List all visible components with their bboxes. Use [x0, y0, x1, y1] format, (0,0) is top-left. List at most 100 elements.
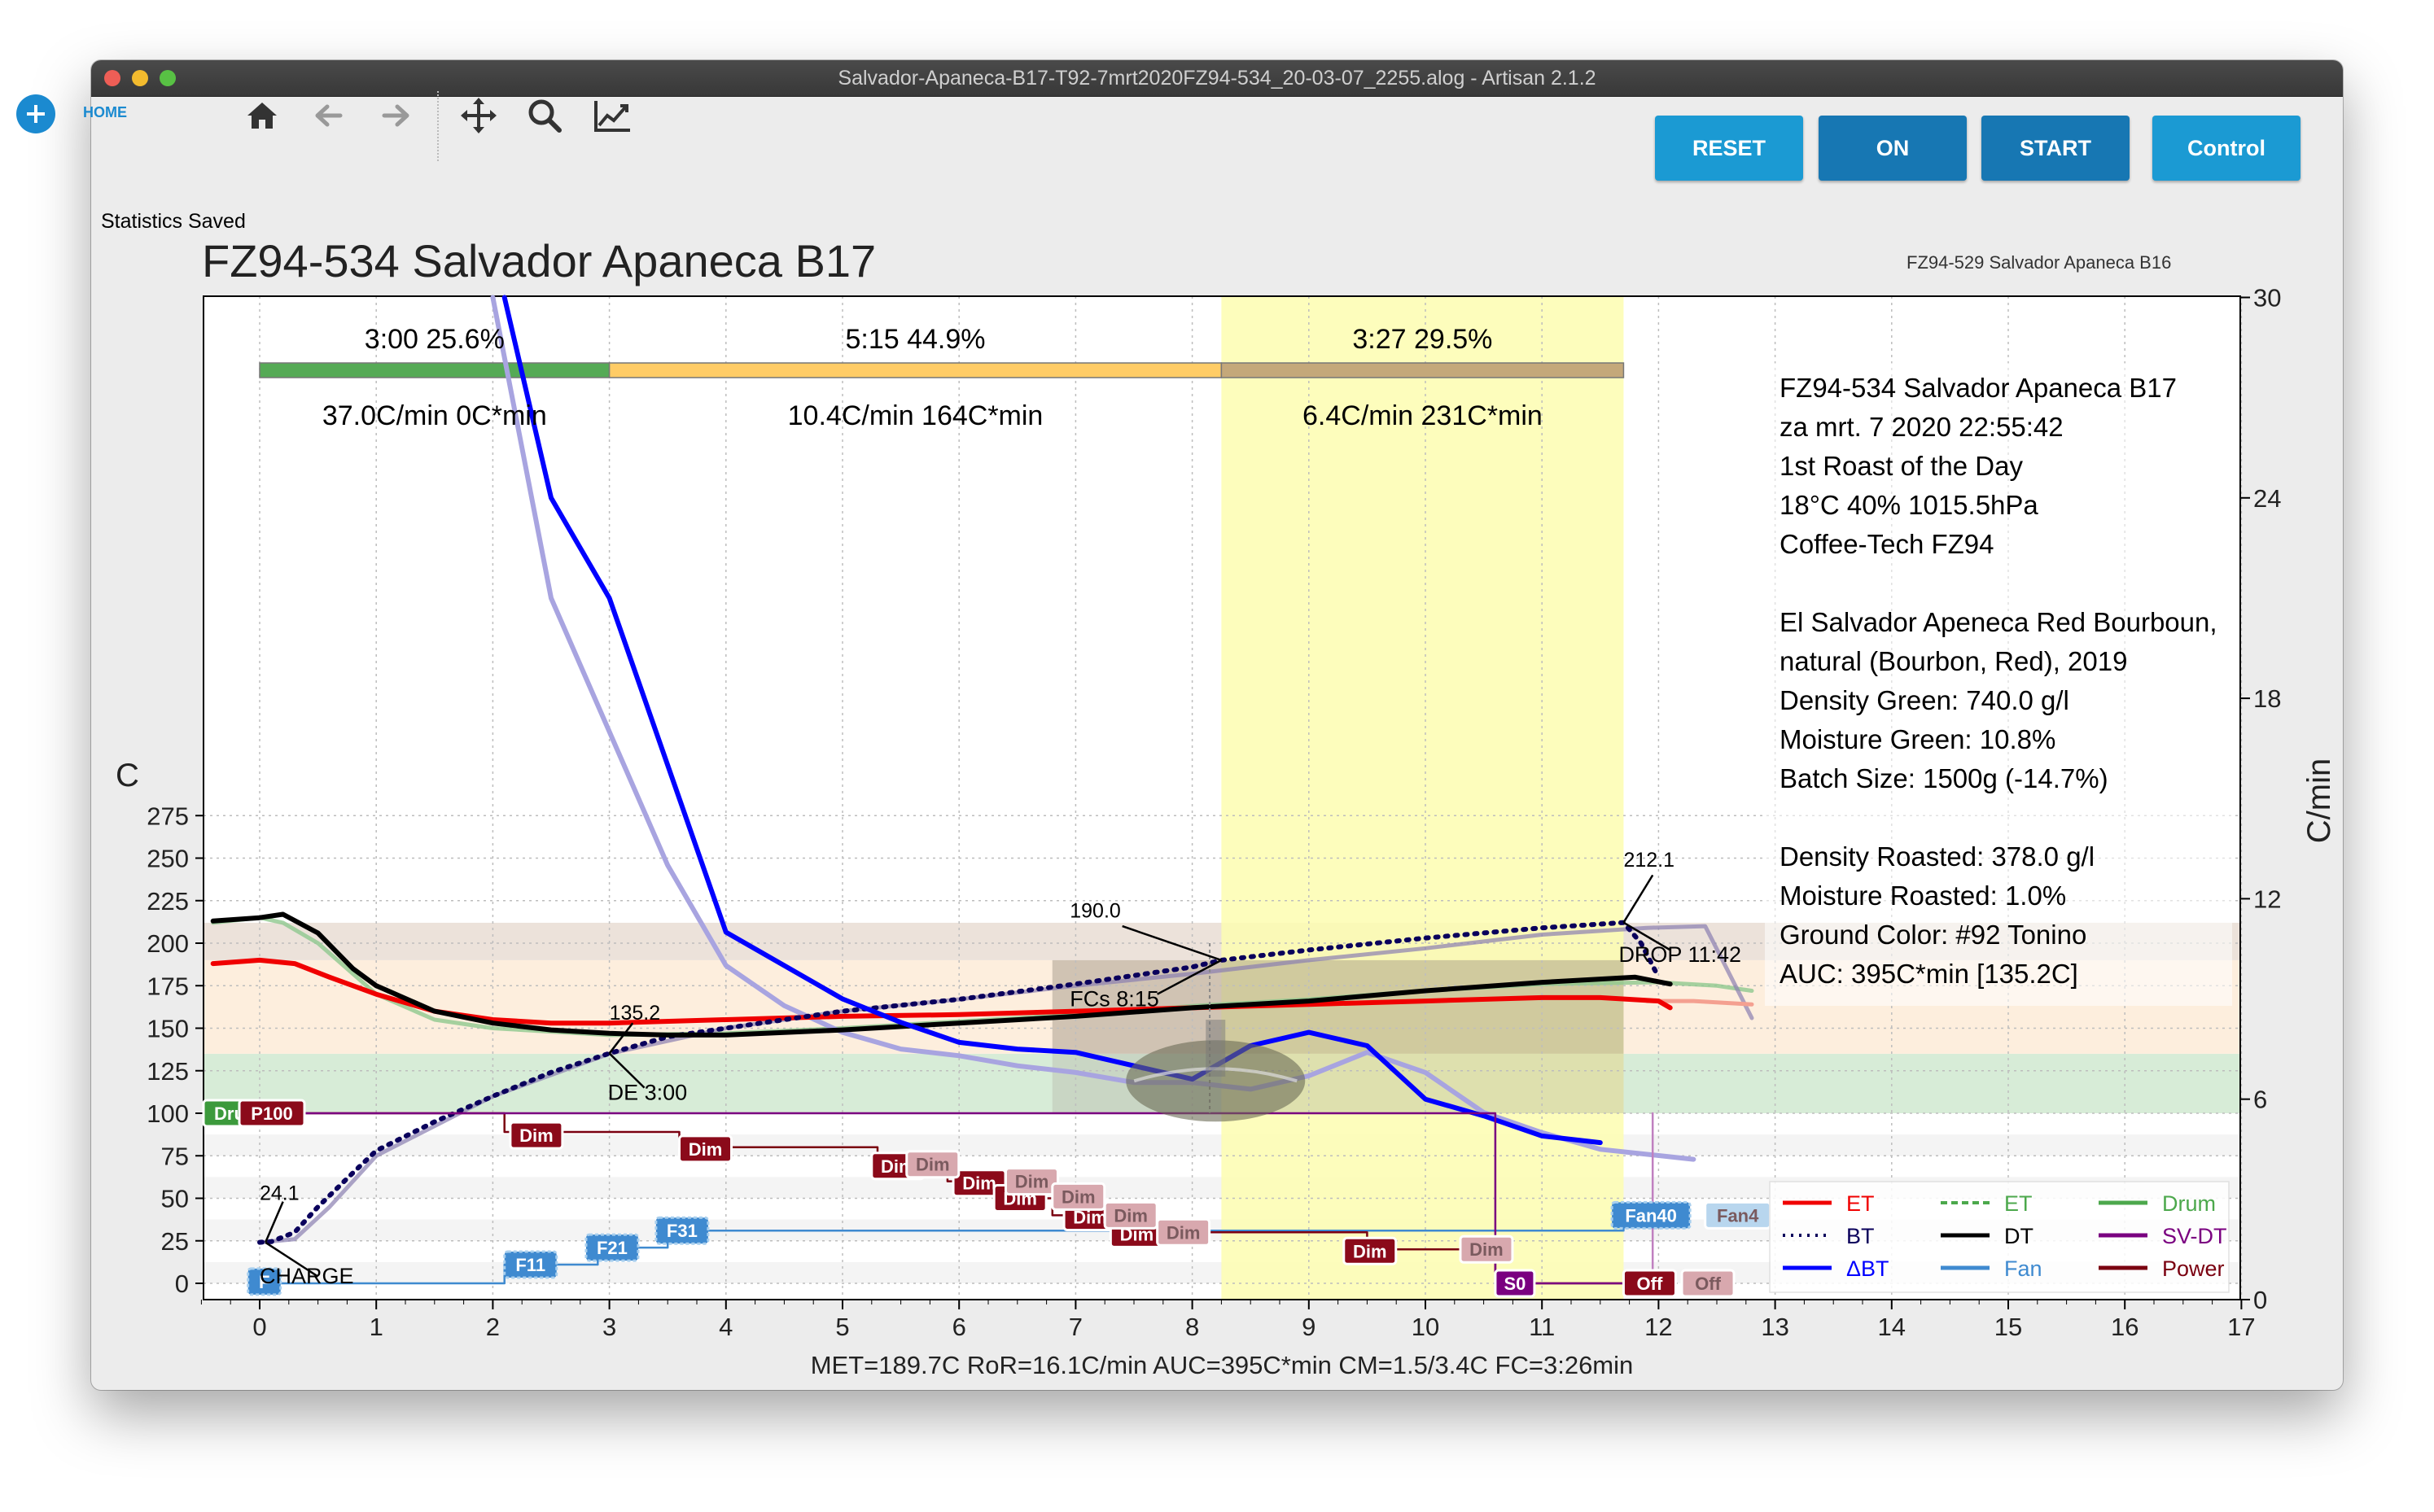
- event-tag-box: [905, 1150, 961, 1179]
- legend-label: BT: [1846, 1224, 1875, 1248]
- y-right-tick-label: 6: [2253, 1086, 2267, 1114]
- background-title: FZ94-529 Salvador Apaneca B16: [1906, 252, 2171, 273]
- event-tag-label: Dim: [519, 1125, 554, 1146]
- x-tick-label: 7: [1069, 1313, 1083, 1341]
- on-button[interactable]: ON: [1819, 116, 1967, 181]
- reset-button[interactable]: RESET: [1655, 116, 1803, 181]
- info-line: za mrt. 7 2020 22:55:42: [1780, 412, 2064, 442]
- info-line: El Salvador Apeneca Red Bourboun,: [1780, 607, 2217, 637]
- pan-icon[interactable]: [457, 94, 500, 137]
- legend-label: SV-DT: [2162, 1224, 2227, 1248]
- drop-leader: [1622, 921, 1671, 951]
- thermometer-watermark-icon: [1206, 1020, 1226, 1077]
- event-tag-bg: Dim: [1004, 1167, 1059, 1196]
- info-line: Ground Color: #92 Tonino: [1780, 920, 2086, 950]
- zoom-icon[interactable]: [523, 94, 566, 137]
- event-tag-power: Dim: [678, 1134, 733, 1164]
- background-ror-curve: [490, 295, 1696, 1162]
- event-tag-box: [1051, 1182, 1106, 1211]
- minimize-window-button[interactable]: [132, 70, 148, 86]
- y-right-tick-label: 30: [2253, 284, 2281, 312]
- x-tick-label: 8: [1185, 1313, 1199, 1341]
- event-tag-fan: F11: [503, 1250, 558, 1279]
- event-tag-box: [1680, 1269, 1736, 1298]
- event-tag-box: [1494, 1269, 1536, 1298]
- home-icon[interactable]: [241, 94, 283, 137]
- charge-label: CHARGE: [260, 1264, 354, 1288]
- control-button[interactable]: Control: [2152, 116, 2300, 181]
- x-tick-label: 17: [2227, 1313, 2255, 1341]
- charge-temp-leader: [265, 1201, 284, 1243]
- series-bt-curve: [257, 920, 1661, 1245]
- chart-title: FZ94-534 Salvador Apaneca B17: [202, 235, 876, 286]
- y-right-tick-label: 18: [2253, 684, 2281, 713]
- event-tag-box: [1459, 1235, 1514, 1264]
- event-tag-label: F21: [597, 1238, 628, 1258]
- plot-frame: [203, 295, 2241, 1300]
- chart-subplot-icon[interactable]: [591, 94, 633, 137]
- de-leader: [608, 1052, 646, 1089]
- info-line: Density Roasted: 378.0 g/l: [1780, 841, 2095, 872]
- info-line: Batch Size: 1500g (-14.7%): [1780, 763, 2108, 793]
- x-tick-label: 5: [835, 1313, 849, 1341]
- start-button[interactable]: START: [1981, 116, 2130, 181]
- info-line: natural (Bourbon, Red), 2019: [1780, 646, 2127, 676]
- x-tick-label: 1: [370, 1313, 383, 1341]
- event-tag-label: F: [259, 1272, 269, 1292]
- y-right-tick-label: 0: [2253, 1286, 2267, 1314]
- event-tag-bg: Dim: [1103, 1200, 1158, 1230]
- y-left-tick-label: 250: [147, 845, 189, 873]
- title-bar: Salvador-Apaneca-B17-T92-7mrt2020FZ94-53…: [91, 60, 2343, 97]
- x-tick-label: 15: [1994, 1313, 2022, 1341]
- forward-arrow-icon[interactable]: [374, 94, 417, 137]
- event-tag-box: [1610, 1200, 1692, 1230]
- y-left-tick-label: 100: [147, 1099, 189, 1128]
- y-right-axis-label: C/min: [2301, 758, 2337, 843]
- event-tag-label: Dim: [1353, 1241, 1387, 1261]
- y-left-tick-label: 275: [147, 802, 189, 830]
- legend-label: ΔBT: [1846, 1256, 1889, 1281]
- y-left-tick-label: 50: [161, 1185, 189, 1213]
- legend-box: [1769, 1181, 2230, 1293]
- fcs-label: FCs 8:15: [1070, 986, 1159, 1011]
- event-tag-label: Dim: [1469, 1239, 1504, 1260]
- series-dt-curve: [210, 911, 1673, 1038]
- event-tag-power: Dim: [952, 1169, 1007, 1198]
- legend-label: Power: [2162, 1256, 2225, 1281]
- back-arrow-icon[interactable]: [308, 94, 350, 137]
- info-line: Moisture Roasted: 1.0%: [1780, 881, 2066, 911]
- plus-icon: [27, 105, 45, 123]
- event-tag-label: Dim: [1062, 1186, 1096, 1207]
- add-icon[interactable]: [16, 94, 55, 133]
- fcs-temp-leader: [1122, 924, 1222, 962]
- status-message: Statistics Saved: [101, 210, 246, 233]
- info-line: 18°C 40% 1015.5hPa: [1780, 490, 2038, 520]
- fcs-leader: [1157, 959, 1222, 995]
- y-left-tick-label: 175: [147, 972, 189, 1000]
- event-tag-box: [1622, 1269, 1677, 1298]
- event-tag-fan: Fan40: [1610, 1200, 1692, 1230]
- phase-stats-label: 37.0C/min 0C*min: [322, 400, 547, 431]
- x-tick-label: 14: [1878, 1313, 1906, 1341]
- phase-bar: [259, 362, 611, 378]
- y-left-tick-label: 200: [147, 929, 189, 958]
- info-line: FZ94-534 Salvador Apaneca B17: [1780, 373, 2177, 403]
- close-window-button[interactable]: [104, 70, 120, 86]
- event-tag-fan: F21: [584, 1233, 640, 1262]
- event-tag-label: Off: [1637, 1274, 1663, 1294]
- phase-time-label: 5:15 44.9%: [845, 324, 985, 355]
- series-svdt-curve: [258, 1112, 1654, 1285]
- event-tag-box: [503, 1250, 558, 1279]
- series-et-curve: [210, 957, 1673, 1026]
- event-tag-bg: Dim: [905, 1150, 961, 1179]
- phase-bar: [1220, 362, 1625, 378]
- charge-temp-label: 24.1: [260, 1182, 300, 1205]
- zoom-window-button[interactable]: [160, 70, 176, 86]
- y-left-tick-label: 150: [147, 1015, 189, 1043]
- x-tick-label: 9: [1302, 1313, 1315, 1341]
- event-tag-box: [509, 1121, 564, 1150]
- de-temp-label: 135.2: [610, 1002, 661, 1025]
- x-tick-label: 6: [952, 1313, 966, 1341]
- home-label[interactable]: HOME: [83, 104, 127, 120]
